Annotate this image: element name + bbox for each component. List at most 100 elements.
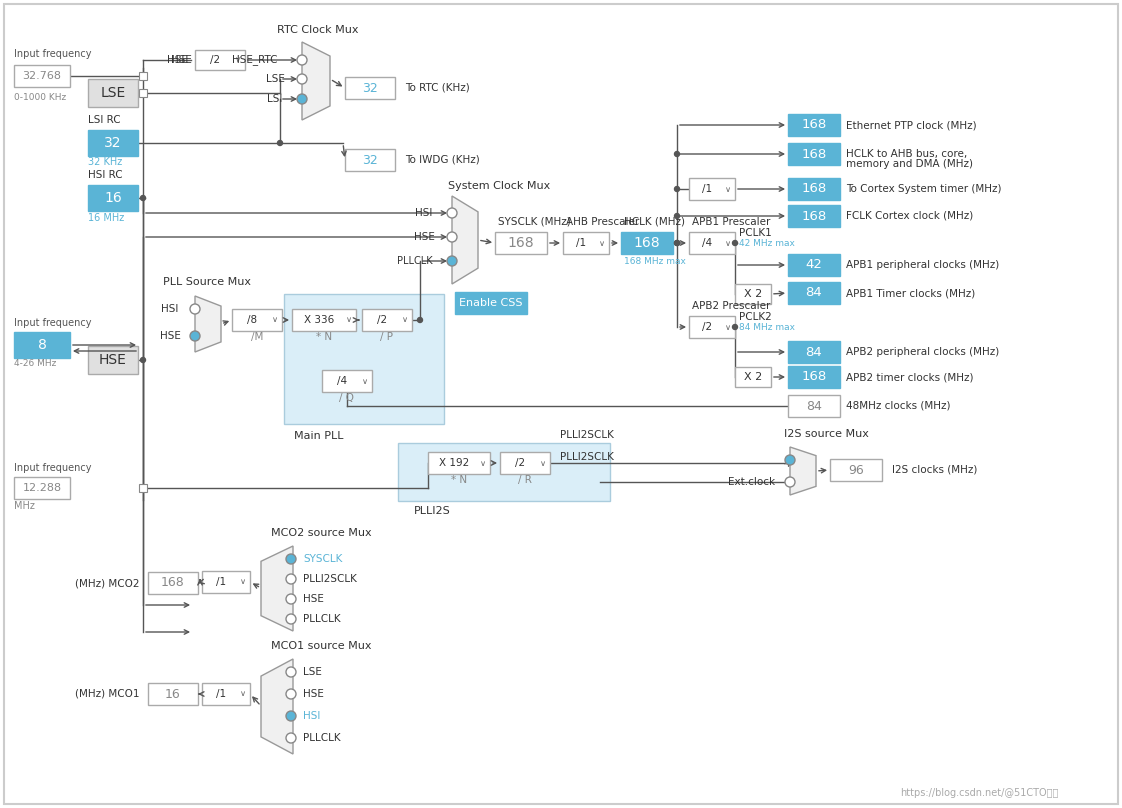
Text: APB2 peripheral clocks (MHz): APB2 peripheral clocks (MHz) [846, 347, 1000, 357]
Text: PLLCLK: PLLCLK [397, 256, 433, 266]
FancyBboxPatch shape [195, 50, 245, 70]
Circle shape [785, 477, 795, 487]
Text: APB2 Prescaler: APB2 Prescaler [692, 301, 771, 311]
Circle shape [733, 241, 737, 246]
Text: /2: /2 [210, 55, 220, 65]
Circle shape [190, 331, 200, 341]
Text: * N: * N [451, 475, 467, 485]
Text: /M: /M [251, 332, 264, 342]
FancyBboxPatch shape [788, 341, 840, 363]
FancyBboxPatch shape [292, 309, 356, 331]
Text: I2S clocks (MHz): I2S clocks (MHz) [892, 465, 977, 475]
Text: memory and DMA (MHz): memory and DMA (MHz) [846, 159, 973, 169]
FancyBboxPatch shape [788, 143, 840, 165]
Text: 168: 168 [801, 148, 827, 161]
Text: (MHz) MCO2: (MHz) MCO2 [75, 578, 140, 588]
FancyBboxPatch shape [344, 149, 395, 171]
Text: X 2: X 2 [744, 372, 762, 382]
FancyBboxPatch shape [88, 79, 138, 107]
Circle shape [733, 325, 737, 330]
Text: 168: 168 [507, 236, 534, 250]
FancyBboxPatch shape [788, 114, 840, 136]
Text: /2: /2 [377, 315, 387, 325]
Text: ∨: ∨ [725, 184, 732, 193]
Text: /2: /2 [702, 322, 712, 332]
Polygon shape [790, 447, 816, 495]
Text: 32 KHz: 32 KHz [88, 157, 122, 167]
Text: SYSCLK (MHz): SYSCLK (MHz) [498, 216, 571, 226]
Circle shape [277, 141, 283, 145]
Text: PLL Source Mux: PLL Source Mux [163, 277, 251, 287]
Text: /4: /4 [337, 376, 347, 386]
Text: HSE: HSE [303, 594, 324, 604]
Text: APB1 Timer clocks (MHz): APB1 Timer clocks (MHz) [846, 288, 975, 298]
FancyBboxPatch shape [139, 89, 147, 97]
Text: ∨: ∨ [272, 315, 278, 325]
FancyBboxPatch shape [788, 282, 840, 304]
Text: HSE: HSE [159, 331, 181, 341]
FancyBboxPatch shape [322, 370, 373, 392]
Polygon shape [195, 296, 221, 352]
Text: HCLK (MHz): HCLK (MHz) [624, 217, 686, 227]
Text: 8: 8 [37, 338, 46, 352]
Text: PLLI2SCLK: PLLI2SCLK [303, 574, 357, 584]
Text: 84: 84 [806, 346, 822, 359]
Text: 42 MHz max: 42 MHz max [739, 239, 794, 249]
Text: I2S source Mux: I2S source Mux [784, 429, 868, 439]
FancyBboxPatch shape [139, 484, 147, 492]
Text: 168: 168 [801, 183, 827, 196]
Text: 16 MHz: 16 MHz [88, 213, 125, 223]
Text: MHz: MHz [13, 501, 35, 511]
Text: Input frequency: Input frequency [13, 318, 92, 328]
Circle shape [674, 187, 680, 191]
Text: 96: 96 [848, 464, 864, 477]
Circle shape [674, 241, 680, 246]
FancyBboxPatch shape [563, 232, 609, 254]
Text: ∨: ∨ [725, 238, 732, 247]
FancyBboxPatch shape [427, 452, 490, 474]
Text: FCLK Cortex clock (MHz): FCLK Cortex clock (MHz) [846, 211, 973, 221]
Text: HSI: HSI [162, 304, 178, 314]
Text: LSE: LSE [100, 86, 126, 100]
Text: 0-1000 KHz: 0-1000 KHz [13, 92, 66, 102]
FancyBboxPatch shape [148, 572, 197, 594]
Text: 84 MHz max: 84 MHz max [739, 323, 795, 333]
Circle shape [297, 94, 307, 104]
Text: 84: 84 [806, 287, 822, 300]
Text: HSI RC: HSI RC [88, 170, 122, 180]
Text: /4: /4 [702, 238, 712, 248]
Text: PLLI2S: PLLI2S [414, 506, 451, 516]
Text: Input frequency: Input frequency [13, 463, 92, 473]
FancyBboxPatch shape [788, 366, 840, 388]
Circle shape [447, 232, 457, 242]
Text: HSI: HSI [415, 208, 433, 218]
Text: To IWDG (KHz): To IWDG (KHz) [405, 155, 480, 165]
Text: 12.288: 12.288 [22, 483, 62, 493]
Circle shape [286, 689, 296, 699]
Circle shape [286, 554, 296, 564]
Polygon shape [302, 42, 330, 120]
Text: HSI: HSI [303, 711, 321, 721]
Text: 168: 168 [634, 236, 661, 250]
FancyBboxPatch shape [139, 72, 147, 80]
Polygon shape [452, 196, 478, 284]
FancyBboxPatch shape [735, 367, 771, 387]
Text: ∨: ∨ [240, 689, 246, 698]
FancyBboxPatch shape [788, 254, 840, 276]
Text: LSI: LSI [267, 94, 283, 104]
FancyBboxPatch shape [689, 316, 735, 338]
Text: PCLK1: PCLK1 [739, 228, 772, 238]
Circle shape [140, 357, 146, 363]
Text: AHB Prescaler: AHB Prescaler [565, 217, 640, 227]
Text: ∨: ∨ [234, 56, 241, 65]
Text: HSE: HSE [171, 55, 192, 65]
Text: HCLK to AHB bus, core,: HCLK to AHB bus, core, [846, 149, 967, 159]
Text: MCO2 source Mux: MCO2 source Mux [272, 528, 371, 538]
Text: Enable CSS: Enable CSS [459, 298, 523, 308]
Text: Ext.clock: Ext.clock [728, 477, 775, 487]
Circle shape [190, 304, 200, 314]
Text: X 192: X 192 [439, 458, 469, 468]
FancyBboxPatch shape [13, 332, 70, 358]
FancyBboxPatch shape [88, 346, 138, 374]
Text: 32: 32 [104, 136, 122, 150]
